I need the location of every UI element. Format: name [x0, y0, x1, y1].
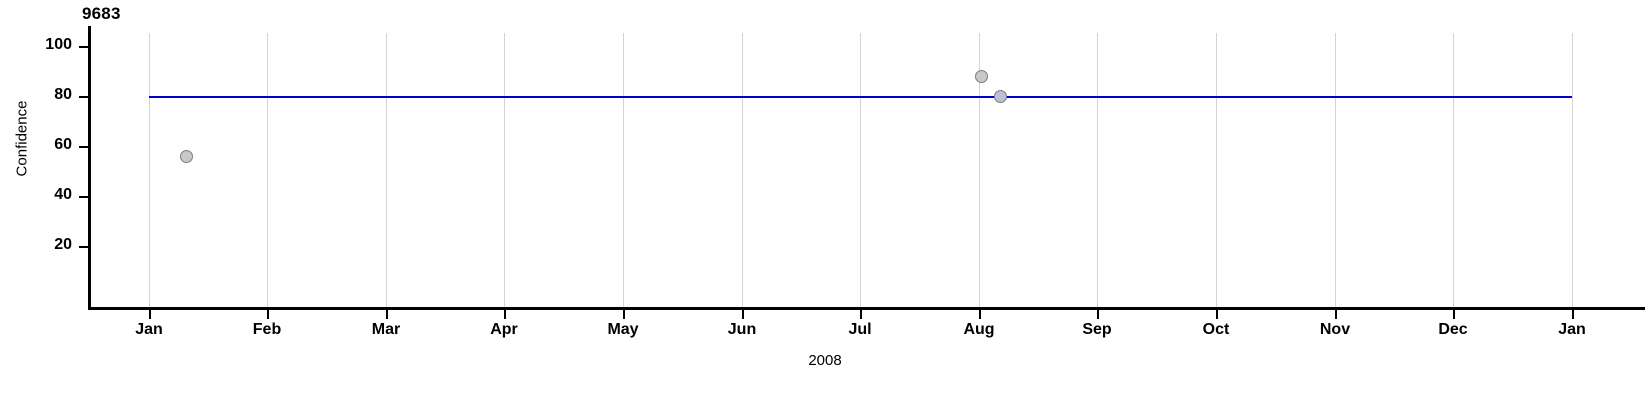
- x-tick-7: [979, 310, 981, 319]
- threshold-reference-line: [149, 96, 1572, 98]
- x-tick-label-dec-11: Dec: [1438, 321, 1468, 338]
- x-tick-4: [623, 310, 625, 319]
- x-tick-12: [1572, 310, 1574, 319]
- chart-title: 9683: [82, 4, 121, 23]
- gridline-apr-3: [504, 33, 505, 307]
- gridline-nov-10: [1335, 33, 1336, 307]
- gridline-jun-5: [742, 33, 743, 307]
- x-tick-1: [267, 310, 269, 319]
- gridline-dec-11: [1453, 33, 1454, 307]
- gridline-aug-7: [979, 33, 980, 307]
- y-tick-label-20: 20: [54, 236, 72, 253]
- x-tick-6: [860, 310, 862, 319]
- y-axis-line: [88, 26, 91, 309]
- x-tick-3: [504, 310, 506, 319]
- x-tick-9: [1216, 310, 1218, 319]
- y-tick-60: [79, 146, 88, 148]
- x-tick-10: [1335, 310, 1337, 319]
- gridline-jul-6: [860, 33, 861, 307]
- x-axis-line: [88, 307, 1645, 310]
- x-tick-2: [386, 310, 388, 319]
- x-tick-8: [1097, 310, 1099, 319]
- x-axis-label: 2008: [808, 352, 842, 369]
- y-tick-20: [79, 246, 88, 248]
- x-tick-label-feb-1: Feb: [252, 321, 282, 338]
- gridline-sep-8: [1097, 33, 1098, 307]
- x-tick-label-apr-3: Apr: [490, 321, 518, 338]
- gridline-feb-1: [267, 33, 268, 307]
- y-tick-label-40: 40: [54, 186, 72, 203]
- y-tick-100: [79, 46, 88, 48]
- data-point-0-2[interactable]: [993, 89, 1007, 103]
- gridline-jan-0: [149, 33, 150, 307]
- x-tick-label-jul-6: Jul: [848, 321, 872, 338]
- x-tick-label-aug-7: Aug: [963, 321, 995, 338]
- y-tick-40: [79, 196, 88, 198]
- x-tick-label-jan-12: Jan: [1558, 321, 1586, 338]
- gridline-oct-9: [1216, 33, 1217, 307]
- y-tick-label-60: 60: [54, 136, 72, 153]
- gridline-mar-2: [386, 33, 387, 307]
- gridline-may-4: [623, 33, 624, 307]
- x-tick-0: [149, 310, 151, 319]
- x-tick-11: [1453, 310, 1455, 319]
- x-tick-label-jan-0: Jan: [135, 321, 163, 338]
- x-tick-label-oct-9: Oct: [1202, 321, 1230, 338]
- y-tick-label-100: 100: [45, 36, 72, 53]
- gridline-jan-12: [1572, 33, 1573, 307]
- data-point-0-1[interactable]: [974, 69, 988, 83]
- y-tick-label-80: 80: [54, 86, 72, 103]
- x-tick-label-mar-2: Mar: [371, 321, 401, 338]
- x-tick-label-sep-8: Sep: [1082, 321, 1112, 338]
- x-tick-label-nov-10: Nov: [1319, 321, 1351, 338]
- data-point-0-0[interactable]: [179, 149, 193, 163]
- x-tick-5: [742, 310, 744, 319]
- x-tick-label-may-4: May: [607, 321, 639, 338]
- y-tick-80: [79, 96, 88, 98]
- x-tick-label-jun-5: Jun: [727, 321, 757, 338]
